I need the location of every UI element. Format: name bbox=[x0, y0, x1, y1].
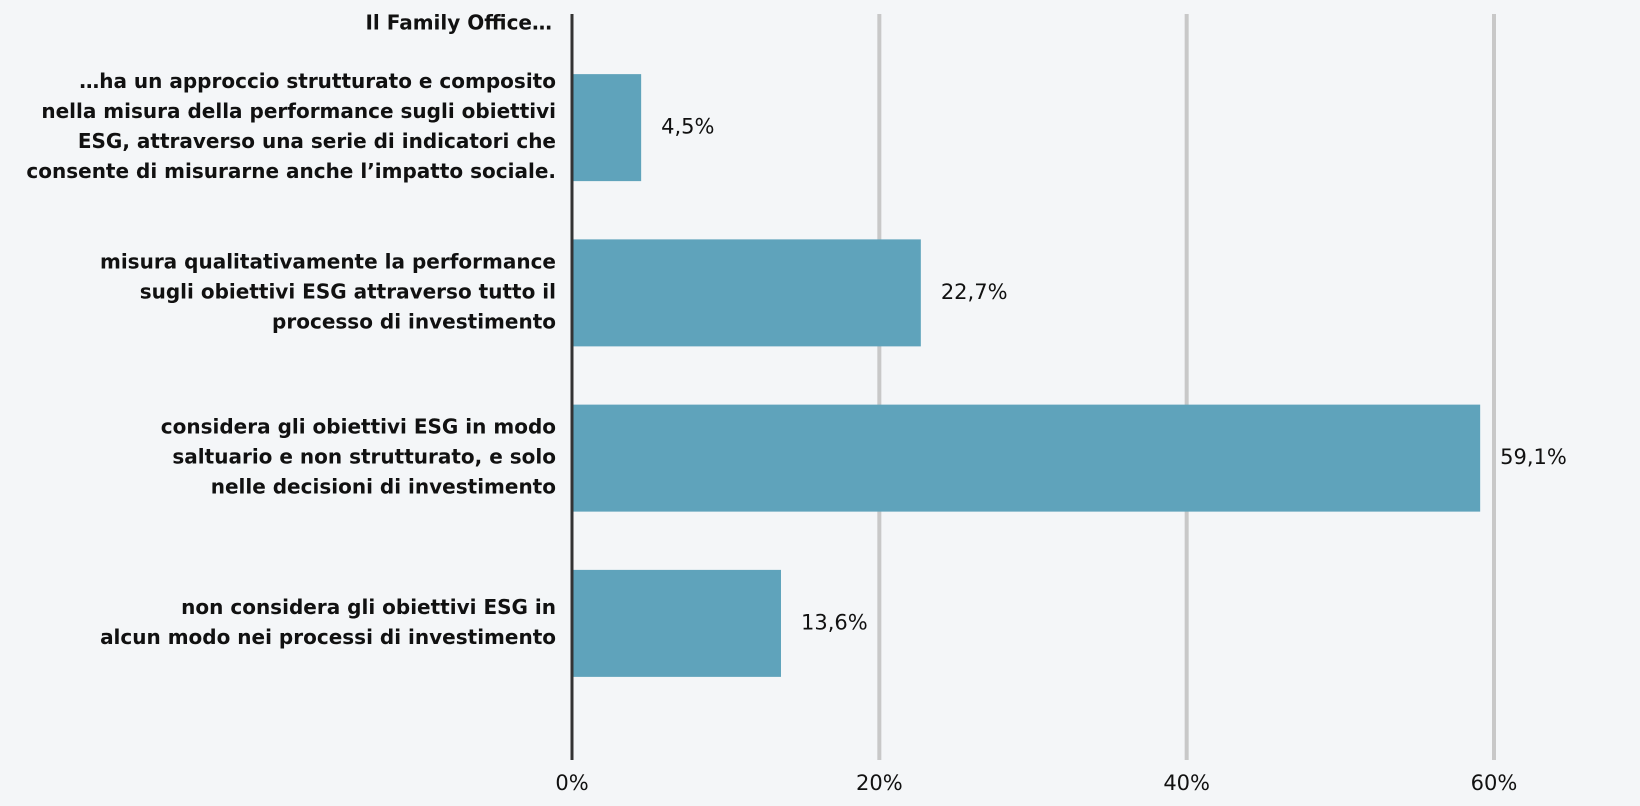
y-tick-label: nelle decisioni di investimento bbox=[211, 475, 556, 499]
bar bbox=[572, 239, 921, 347]
y-tick-label: saltuario e non strutturato, e solo bbox=[172, 445, 556, 469]
bar bbox=[572, 404, 1481, 512]
value-label: 59,1% bbox=[1500, 445, 1567, 469]
value-label: 13,6% bbox=[801, 610, 868, 634]
y-tick-label: non considera gli obiettivi ESG in bbox=[181, 595, 556, 619]
chart-title: Il Family Office… bbox=[365, 11, 552, 35]
bar bbox=[572, 569, 781, 677]
y-tick-label: consente di misurarne anche l’impatto so… bbox=[26, 159, 556, 183]
y-tick-label: sugli obiettivi ESG attraverso tutto il bbox=[140, 279, 556, 303]
y-tick-label: misura qualitativamente la performance bbox=[100, 249, 556, 273]
bar bbox=[572, 74, 642, 182]
x-tick-label: 40% bbox=[1163, 771, 1210, 795]
x-tick-label: 20% bbox=[856, 771, 903, 795]
y-tick-label: considera gli obiettivi ESG in modo bbox=[161, 415, 556, 439]
value-label: 22,7% bbox=[941, 280, 1008, 304]
x-tick-label: 60% bbox=[1471, 771, 1518, 795]
y-tick-label: ESG, attraverso una serie di indicatori … bbox=[78, 129, 556, 153]
y-tick-label: nella misura della performance sugli obi… bbox=[41, 99, 556, 123]
y-tick-label: …ha un approccio strutturato e composito bbox=[79, 69, 556, 93]
x-tick-label: 0% bbox=[555, 771, 588, 795]
y-tick-label: alcun modo nei processi di investimento bbox=[100, 625, 556, 649]
y-tick-label: processo di investimento bbox=[272, 309, 556, 333]
value-label: 4,5% bbox=[661, 115, 714, 139]
